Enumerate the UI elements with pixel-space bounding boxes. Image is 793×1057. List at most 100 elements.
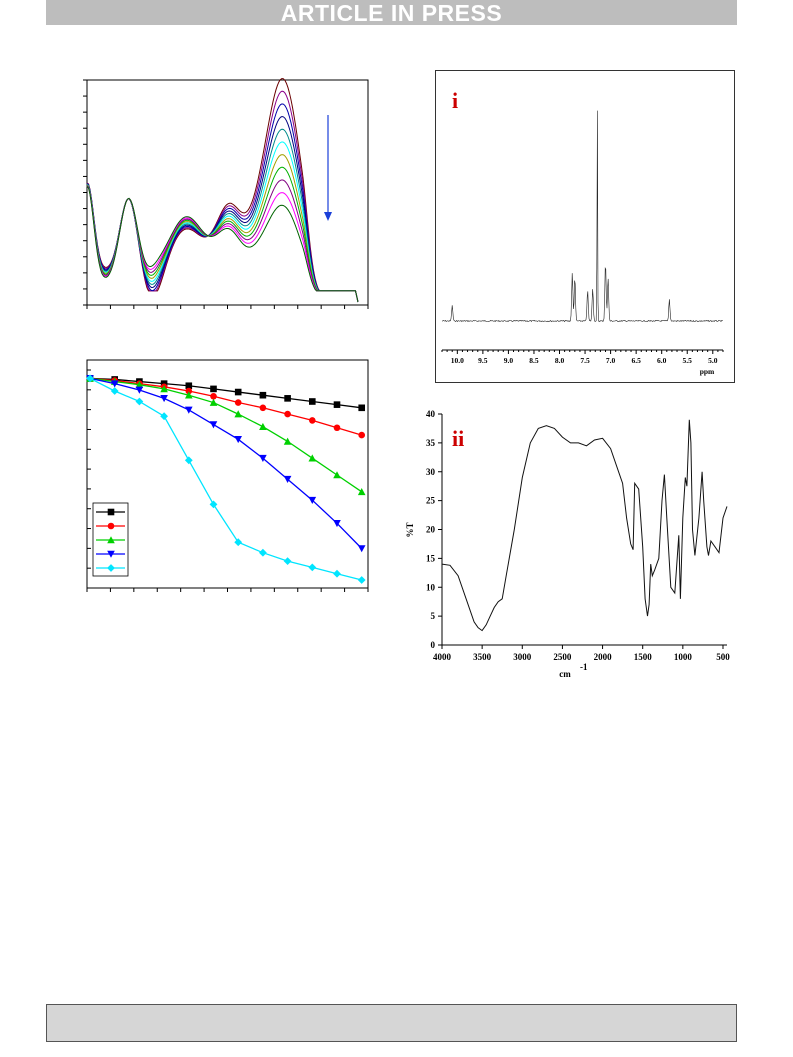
- decay-marker: [358, 431, 366, 439]
- uv-curve-2: [86, 90, 359, 303]
- decay-series-line-1: [89, 377, 362, 409]
- decay-series-line-4: [89, 377, 363, 549]
- decay-marker: [209, 398, 218, 406]
- decay-series-chart: [86, 359, 369, 592]
- decay-marker: [333, 401, 341, 408]
- nmr-tick-label: 8.0: [555, 356, 565, 365]
- ir-y-tick-label: 30: [426, 467, 436, 477]
- ir-x-tick-label: 1000: [674, 652, 693, 662]
- ir-y-tick-label: 20: [426, 525, 436, 535]
- article-in-press-banner: ARTICLE IN PRESS: [46, 0, 737, 26]
- decay-marker: [234, 410, 242, 418]
- nmr-tick-label: 6.0: [657, 356, 667, 365]
- uv-curve-3: [86, 103, 359, 303]
- ir-y-axis-label: %T: [405, 522, 415, 537]
- decay-marker: [259, 548, 267, 557]
- decay-marker: [308, 563, 317, 572]
- ir-y-tick-label: 5: [431, 611, 436, 621]
- ir-spectrum-line: [441, 419, 728, 632]
- decay-marker: [309, 398, 316, 405]
- panel-label-i: i: [452, 88, 458, 113]
- nmr-unit-label: ppm: [700, 367, 715, 376]
- decay-marker: [107, 536, 115, 544]
- decay-marker: [107, 550, 115, 558]
- decay-marker: [209, 500, 218, 509]
- decay-marker: [234, 388, 242, 396]
- decay-marker: [234, 436, 242, 444]
- uv-axes: [83, 79, 369, 309]
- ir-y-tick-label: 15: [426, 553, 436, 563]
- decay-plot-frame: [86, 359, 369, 589]
- ir-x-tick-label: 3500: [473, 652, 492, 662]
- ir-axes: 0 5 10 15 20 25 30 35 40 4000 3500 3000 2500 2000 1500…: [405, 409, 730, 679]
- decay-series-line-3: [89, 377, 363, 493]
- decay-marker: [185, 406, 193, 414]
- decay-marker: [135, 386, 144, 394]
- nmr-spectrum-chart: i 10.0 9.5 9.0 8.5 8.0 7.5 7.0 6.5 6.0 5.5 5.0 ppm: [435, 70, 735, 383]
- nmr-tick-label: 7.5: [580, 356, 590, 365]
- ir-y-tick-label: 10: [426, 582, 436, 592]
- decay-marker: [333, 471, 341, 479]
- decay-marker: [333, 569, 341, 578]
- decay-marker: [135, 397, 144, 406]
- nmr-tick-label: 5.5: [683, 356, 693, 365]
- decay-marker: [110, 380, 119, 388]
- ir-spectrum-chart: ii 0 5 10 15 20 25 30 35 40 4000 3500 3000 2500 2000 1…: [405, 409, 730, 679]
- nmr-tick-label: 7.0: [606, 356, 616, 365]
- nmr-spectrum-line: [441, 110, 723, 323]
- decay-marker: [308, 454, 317, 462]
- decay-marker: [283, 557, 292, 565]
- nmr-tick-label: 6.5: [631, 356, 641, 365]
- nmr-tick-label: 5.0: [708, 356, 718, 365]
- footer-citation-box: [46, 1004, 737, 1042]
- decay-marker: [284, 410, 291, 418]
- decay-marker: [160, 385, 168, 393]
- decay-series-line-2: [89, 377, 362, 436]
- decay-marker: [184, 456, 193, 465]
- decay-marker: [209, 421, 218, 429]
- decay-marker: [110, 387, 119, 395]
- decay-marker: [333, 520, 341, 528]
- decay-marker: [357, 488, 366, 496]
- decrease-arrow: [324, 115, 332, 221]
- ir-y-tick-label: 0: [431, 640, 436, 650]
- decay-marker: [234, 399, 242, 406]
- decay-marker: [283, 437, 292, 445]
- decay-marker: [309, 417, 316, 424]
- uv-curve-11: [86, 185, 359, 303]
- uv-curve-1: [86, 77, 359, 303]
- uv-curves: [86, 77, 359, 303]
- nmr-trace: [441, 110, 723, 323]
- decay-marker: [160, 395, 168, 403]
- ir-trace: [441, 419, 728, 632]
- decay-marker: [357, 576, 366, 584]
- panel-label-ii: ii: [452, 426, 464, 451]
- ir-x-axis-label: cm: [559, 669, 571, 679]
- decay-marker: [86, 374, 94, 383]
- decay-marker: [185, 391, 193, 399]
- decay-series-line-5: [89, 377, 362, 581]
- uv-curve-9: [86, 179, 359, 303]
- nmr-axes: 10.0 9.5 9.0 8.5 8.0 7.5 7.0 6.5 6.0 5.5 5.0 ppm: [441, 349, 724, 376]
- decay-marker: [259, 454, 267, 462]
- ir-x-tick-label: 4000: [433, 652, 452, 662]
- decay-marker: [107, 508, 115, 516]
- nmr-tick-label: 8.5: [529, 356, 539, 365]
- decay-axes: [86, 359, 369, 592]
- nmr-frame: [435, 70, 735, 383]
- decay-marker: [160, 412, 168, 421]
- decay-marker: [107, 522, 115, 530]
- ir-x-tick-label: 1500: [634, 652, 653, 662]
- decay-marker: [135, 380, 144, 388]
- ir-y-tick-label: 40: [426, 409, 436, 419]
- nmr-tick-label: 10.0: [451, 356, 464, 365]
- decay-marker: [357, 545, 366, 553]
- ir-x-tick-label: 3000: [513, 652, 532, 662]
- decay-marker: [259, 391, 267, 399]
- uv-curve-4: [86, 115, 359, 303]
- ir-x-tick-label: 2000: [594, 652, 613, 662]
- decay-marker: [358, 404, 365, 412]
- decay-marker: [234, 538, 243, 547]
- decay-marker: [107, 564, 115, 572]
- decay-marker: [283, 475, 292, 483]
